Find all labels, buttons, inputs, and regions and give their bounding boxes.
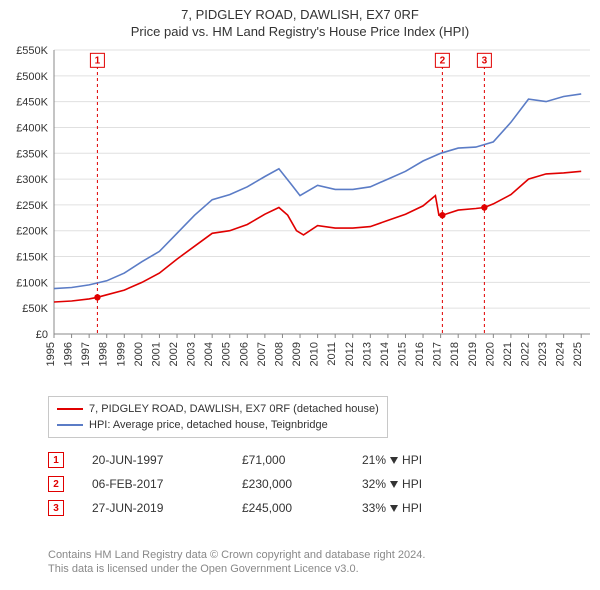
x-tick-label: 2006 xyxy=(238,342,250,366)
arrow-down-icon xyxy=(390,481,398,488)
y-tick-label: £150K xyxy=(16,252,48,264)
event-row-badge: 3 xyxy=(48,500,64,516)
event-row: 3 27-JUN-2019£245,00033% HPI xyxy=(48,496,482,520)
legend-swatch-red xyxy=(57,408,83,410)
event-row: 2 06-FEB-2017£230,00032% HPI xyxy=(48,472,482,496)
event-row-price: £230,000 xyxy=(242,477,362,491)
x-tick-label: 2005 xyxy=(221,342,233,366)
x-tick-label: 2023 xyxy=(537,342,549,366)
x-tick-label: 2011 xyxy=(326,342,338,366)
y-tick-label: £300K xyxy=(16,174,48,186)
event-row: 1 20-JUN-1997£71,00021% HPI xyxy=(48,448,482,472)
x-tick-label: 2008 xyxy=(273,342,285,366)
event-row-delta: 21% HPI xyxy=(362,453,482,467)
x-tick-label: 2016 xyxy=(414,342,426,366)
chart-svg: £0 £50K £100K £150K £200K £250K £300K £350K £400… xyxy=(0,46,600,390)
footer-line-1: Contains HM Land Registry data © Crown c… xyxy=(48,548,425,562)
legend-label-1: 7, PIDGLEY ROAD, DAWLISH, EX7 0RF (detac… xyxy=(89,401,379,417)
x-tick-label: 2022 xyxy=(519,342,531,366)
x-tick-label: 1996 xyxy=(63,342,75,366)
y-tick-label: £350K xyxy=(16,148,48,160)
legend-row-2: HPI: Average price, detached house, Teig… xyxy=(57,417,379,433)
y-tick-label: £450K xyxy=(16,97,48,109)
chart-area: £0 £50K £100K £150K £200K £250K £300K £350K £400… xyxy=(0,46,600,390)
legend: 7, PIDGLEY ROAD, DAWLISH, EX7 0RF (detac… xyxy=(48,396,388,438)
y-tick-label: £50K xyxy=(22,303,48,315)
event-row-vs: HPI xyxy=(402,477,422,491)
x-tick-label: 2009 xyxy=(291,342,303,366)
title-line-1: 7, PIDGLEY ROAD, DAWLISH, EX7 0RF xyxy=(0,6,600,23)
event-row-date: 27-JUN-2019 xyxy=(92,501,242,515)
series-hpi xyxy=(54,94,581,289)
x-tick-label: 2017 xyxy=(432,342,444,366)
x-tick-label: 1999 xyxy=(115,342,127,366)
x-tick-label: 2014 xyxy=(379,342,391,366)
x-tick-label: 2003 xyxy=(186,342,198,366)
y-tick-label: £500K xyxy=(16,71,48,83)
y-tick-label: £250K xyxy=(16,200,48,212)
x-tick-label: 1995 xyxy=(45,342,57,366)
y-tick-label: £100K xyxy=(16,277,48,289)
event-row-vs: HPI xyxy=(402,453,422,467)
x-tick-label: 2025 xyxy=(572,342,584,366)
x-tick-label: 2012 xyxy=(344,342,356,366)
legend-swatch-blue xyxy=(57,424,83,426)
event-row-delta-pct: 21% xyxy=(362,453,386,467)
y-tick-label: £400K xyxy=(16,122,48,134)
x-tick-label: 2018 xyxy=(449,342,461,366)
y-tick-label: £0 xyxy=(36,329,48,341)
event-number: 3 xyxy=(482,55,488,66)
event-row-price: £245,000 xyxy=(242,501,362,515)
x-tick-label: 2004 xyxy=(203,342,215,366)
event-dot xyxy=(439,212,445,218)
legend-row-1: 7, PIDGLEY ROAD, DAWLISH, EX7 0RF (detac… xyxy=(57,401,379,417)
event-row-delta: 32% HPI xyxy=(362,477,482,491)
event-row-badge: 2 xyxy=(48,476,64,492)
x-tick-label: 2002 xyxy=(168,342,180,366)
footer: Contains HM Land Registry data © Crown c… xyxy=(48,548,425,576)
event-row-date: 20-JUN-1997 xyxy=(92,453,242,467)
events-table: 1 20-JUN-1997£71,00021% HPI 2 06-FEB-2017£23… xyxy=(48,448,482,520)
x-tick-label: 2019 xyxy=(467,342,479,366)
event-row-vs: HPI xyxy=(402,501,422,515)
event-row-date: 06-FEB-2017 xyxy=(92,477,242,491)
event-row-delta-pct: 33% xyxy=(362,501,386,515)
x-tick-label: 2001 xyxy=(150,342,162,366)
x-tick-label: 2013 xyxy=(361,342,373,366)
event-row-delta: 33% HPI xyxy=(362,501,482,515)
x-tick-label: 2024 xyxy=(555,342,567,366)
x-tick-label: 2021 xyxy=(502,342,514,366)
x-tick-label: 2015 xyxy=(396,342,408,366)
arrow-down-icon xyxy=(390,457,398,464)
footer-line-2: This data is licensed under the Open Gov… xyxy=(48,562,425,576)
title-line-2: Price paid vs. HM Land Registry's House … xyxy=(0,23,600,40)
event-dot xyxy=(481,204,487,210)
arrow-down-icon xyxy=(390,505,398,512)
event-row-price: £71,000 xyxy=(242,453,362,467)
x-tick-label: 2020 xyxy=(484,342,496,366)
x-tick-label: 2010 xyxy=(309,342,321,366)
y-tick-label: £200K xyxy=(16,226,48,238)
chart-titles: 7, PIDGLEY ROAD, DAWLISH, EX7 0RF Price … xyxy=(0,0,600,40)
x-tick-label: 1998 xyxy=(98,342,110,366)
x-tick-label: 2007 xyxy=(256,342,268,366)
legend-label-2: HPI: Average price, detached house, Teig… xyxy=(89,417,328,433)
event-number: 1 xyxy=(95,55,101,66)
event-number: 2 xyxy=(440,55,446,66)
event-dot xyxy=(94,294,100,300)
event-row-badge: 1 xyxy=(48,452,64,468)
x-tick-label: 1997 xyxy=(80,342,92,366)
x-tick-label: 2000 xyxy=(133,342,145,366)
event-row-delta-pct: 32% xyxy=(362,477,386,491)
y-tick-label: £550K xyxy=(16,46,48,57)
